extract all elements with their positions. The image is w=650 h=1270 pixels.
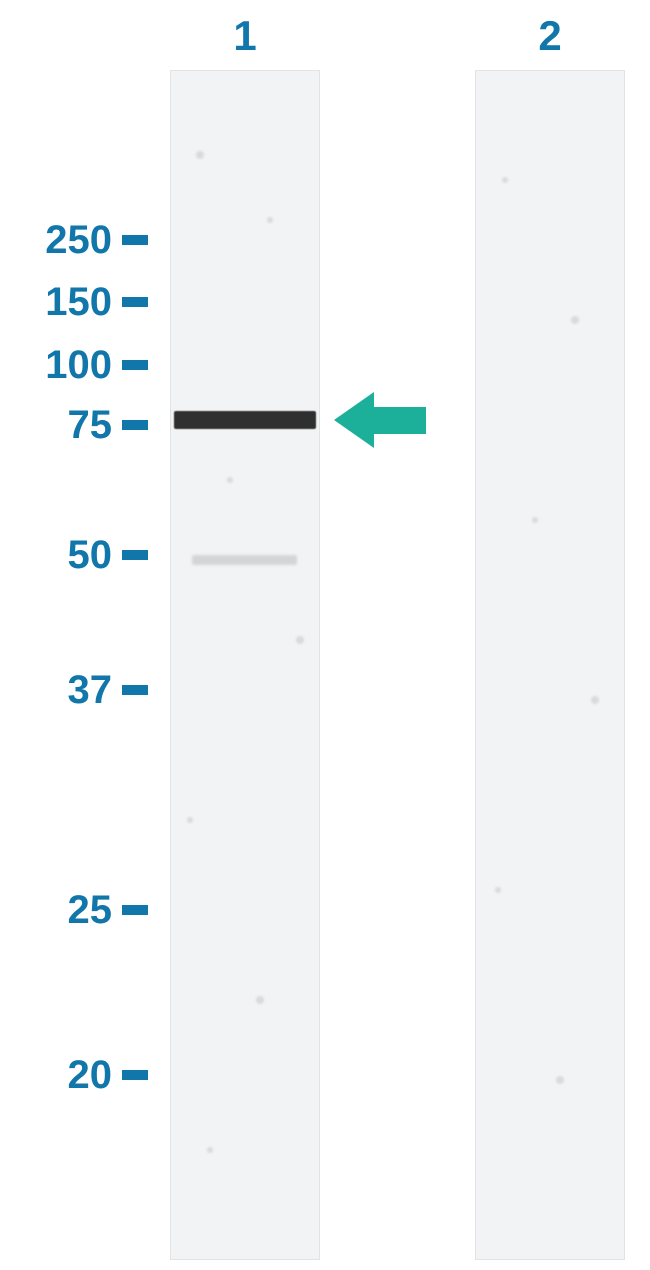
gel-lane-1 — [170, 70, 320, 1260]
lane-texture-spot — [196, 151, 204, 159]
arrow-shaft — [374, 407, 426, 434]
mw-tick-37 — [122, 685, 148, 695]
mw-label-100: 100 — [45, 343, 112, 388]
indicator-arrow-icon — [334, 392, 426, 448]
mw-label-150: 150 — [45, 280, 112, 325]
mw-label-250: 250 — [45, 218, 112, 263]
lane-texture-spot — [256, 996, 264, 1004]
lane-texture-spot — [571, 316, 579, 324]
band-lane1-faint — [192, 555, 297, 565]
mw-tick-250 — [122, 235, 148, 245]
mw-tick-150 — [122, 297, 148, 307]
mw-tick-50 — [122, 550, 148, 560]
arrow-head-icon — [334, 392, 374, 448]
mw-label-50: 50 — [68, 533, 113, 578]
mw-tick-25 — [122, 905, 148, 915]
lane-texture-spot — [532, 517, 538, 523]
mw-tick-75 — [122, 420, 148, 430]
lane-texture-spot — [207, 1147, 213, 1153]
band-lane1-main — [174, 411, 316, 429]
lane-texture-spot — [502, 177, 508, 183]
mw-label-37: 37 — [68, 668, 113, 713]
mw-tick-100 — [122, 360, 148, 370]
lane-texture-spot — [591, 696, 599, 704]
mw-tick-20 — [122, 1070, 148, 1080]
mw-label-25: 25 — [68, 888, 113, 933]
gel-lane-2 — [475, 70, 625, 1260]
lane-texture-spot — [495, 887, 501, 893]
lane-texture-spot — [296, 636, 304, 644]
mw-label-20: 20 — [68, 1053, 113, 1098]
lane-texture-spot — [267, 217, 273, 223]
mw-label-75: 75 — [68, 403, 113, 448]
lane-header-2: 2 — [520, 12, 580, 60]
western-blot-figure: 1 2 250 150 100 75 50 37 25 20 — [0, 0, 650, 1270]
lane-texture-spot — [187, 817, 193, 823]
lane-header-1: 1 — [215, 12, 275, 60]
lane-texture-spot — [227, 477, 233, 483]
lane-texture-spot — [556, 1076, 564, 1084]
